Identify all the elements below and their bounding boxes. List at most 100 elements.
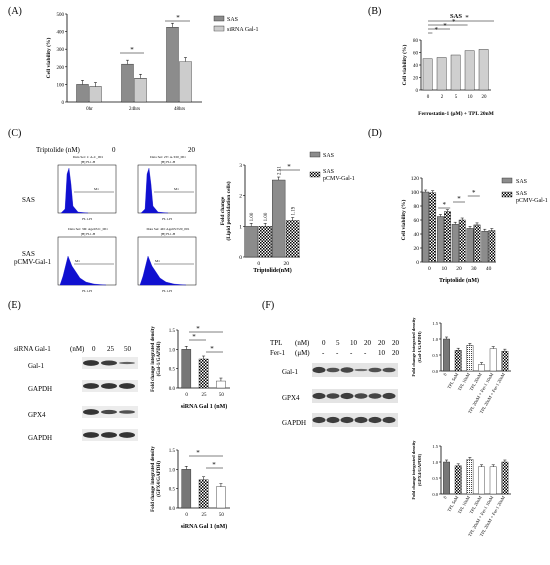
bar <box>489 466 497 495</box>
blot-band <box>101 360 117 366</box>
y-tick-label: 1.0 <box>432 337 438 342</box>
y-tick-label: 40 <box>413 64 419 69</box>
fer-dose: - <box>350 349 353 357</box>
y-axis-label: Fold change integrated density <box>151 446 156 512</box>
bar <box>244 226 258 258</box>
y-axis-label: Fold change integrated density <box>151 326 156 392</box>
significance-star: * <box>196 449 200 457</box>
histogram-x-label: FL1-H <box>82 289 92 293</box>
y-tick-label: 20 <box>413 77 419 82</box>
x-tick-label: 0 <box>442 371 448 376</box>
y-axis-label-2: (GPX4/GAPDH) <box>417 453 422 486</box>
blot-band <box>326 367 340 373</box>
significance-star: * <box>472 189 476 197</box>
gate-label: M1 <box>75 259 80 263</box>
y-tick-label: 3 <box>239 163 242 169</box>
legend-swatch <box>213 25 225 32</box>
fer-dose: 20 <box>392 349 399 357</box>
y-tick-label: 0.0 <box>432 369 438 374</box>
histogram-x-label: FL1-H <box>82 217 92 221</box>
y-tick-label: 0.0 <box>432 492 438 497</box>
x-axis-label: siRNA Gal 1 (nM) <box>181 403 228 410</box>
sirna-dose-25: 25 <box>107 345 114 353</box>
chart-d: 0 20 40 60 80 100 120 0 10 20 30 40 Cell viability (… <box>400 176 548 284</box>
tpl-unit: (nM) <box>295 339 310 347</box>
legend-swatch <box>213 15 225 22</box>
flow-histograms: Data Set: 1: A-C_001 [H] FL1-H M1 FL1-H Data… <box>57 155 197 293</box>
bar <box>216 486 226 509</box>
fer-dose: - <box>364 349 367 357</box>
bar <box>478 49 489 91</box>
x-axis-label: Ferrostatin-1 (μM) + TPL 20nM <box>418 110 495 117</box>
triptolide-20: 20 <box>188 146 195 154</box>
x-tick-label: 25 <box>202 393 208 398</box>
histogram-subtitle: [H] FL1-H <box>161 160 176 164</box>
sirna-header: siRNA Gal-1 <box>14 345 51 353</box>
bar <box>76 84 89 103</box>
bar <box>181 469 192 509</box>
x-axis-label: Triptolide (nM) <box>439 277 479 284</box>
bar <box>464 50 475 91</box>
x-tick-label: 0hr <box>86 107 93 112</box>
blot-band <box>83 409 99 415</box>
bar <box>198 358 209 389</box>
y-tick-label: 1.5 <box>169 449 176 454</box>
bar <box>443 461 450 495</box>
tpl-dose: 10 <box>350 339 357 347</box>
y-tick-label: 500 <box>57 13 65 18</box>
histogram-title: Data Set: 1: A-C_001 <box>73 155 103 159</box>
chart-c: 0 1 2 3 0 20 Fold change (Lipid peroxidation ce… <box>220 151 355 274</box>
band-label-gpx4: GPX4 <box>28 411 46 419</box>
blot-band <box>83 383 99 389</box>
y-axis-label: Fold change integrated density <box>411 317 416 377</box>
legend-label: SAS <box>516 191 527 197</box>
blot-band <box>368 367 382 373</box>
blot-band <box>326 393 340 399</box>
y-axis-label-2: (Gal-1/GAPDH) <box>157 341 162 376</box>
tpl-dose: 5 <box>336 339 340 347</box>
blot-band <box>312 366 326 374</box>
data-label: 1.00 <box>250 212 255 221</box>
blot-band <box>101 409 117 415</box>
bar <box>466 228 474 263</box>
legend-label: SAS <box>516 179 527 185</box>
legend-label: SAS <box>323 169 334 175</box>
tpl-dose: 0 <box>322 339 326 347</box>
bar <box>272 179 286 258</box>
significance-star: * <box>457 195 461 203</box>
x-tick-label: 20 <box>456 266 462 272</box>
band-label-gapdh-1: GAPDH <box>28 385 53 393</box>
x-tick-label: 48hrs <box>174 107 185 112</box>
y-axis-label-2: (GPX4/GAPDH) <box>157 461 162 497</box>
gate-label: M1 <box>155 259 160 263</box>
histogram-title: Data Set: 2V: A-T20_001 <box>150 155 186 159</box>
blot-band <box>101 383 117 389</box>
y-axis-label: Cell viability (%) <box>45 38 52 79</box>
y-tick-label: 40 <box>414 232 420 238</box>
y-tick-label: 20 <box>414 246 420 252</box>
band-label-gal1: Gal-1 <box>28 362 44 370</box>
histogram-subtitle: [H] FL1-H <box>81 232 96 236</box>
bar <box>422 58 433 91</box>
y-tick-label: 0.5 <box>169 368 176 373</box>
bar <box>501 461 509 495</box>
significance-star: * <box>130 46 134 54</box>
bar <box>436 57 447 91</box>
blot-band <box>326 416 340 424</box>
blot-band <box>354 368 368 372</box>
tpl-dose: 20 <box>392 339 399 347</box>
y-tick-label: 60 <box>414 218 420 224</box>
y-tick-label: 0.0 <box>169 387 176 392</box>
y-tick-label: 80 <box>413 39 419 44</box>
gate-label: M1 <box>174 187 179 191</box>
y-tick-label: 1.5 <box>432 444 438 449</box>
significance-star: * <box>465 14 469 22</box>
x-tick-label: 0 <box>185 513 188 518</box>
blot-band <box>368 393 382 399</box>
bar <box>489 348 497 372</box>
blot-band <box>119 410 135 414</box>
y-tick-label: 300 <box>57 48 65 53</box>
gate-label: M1 <box>94 187 99 191</box>
